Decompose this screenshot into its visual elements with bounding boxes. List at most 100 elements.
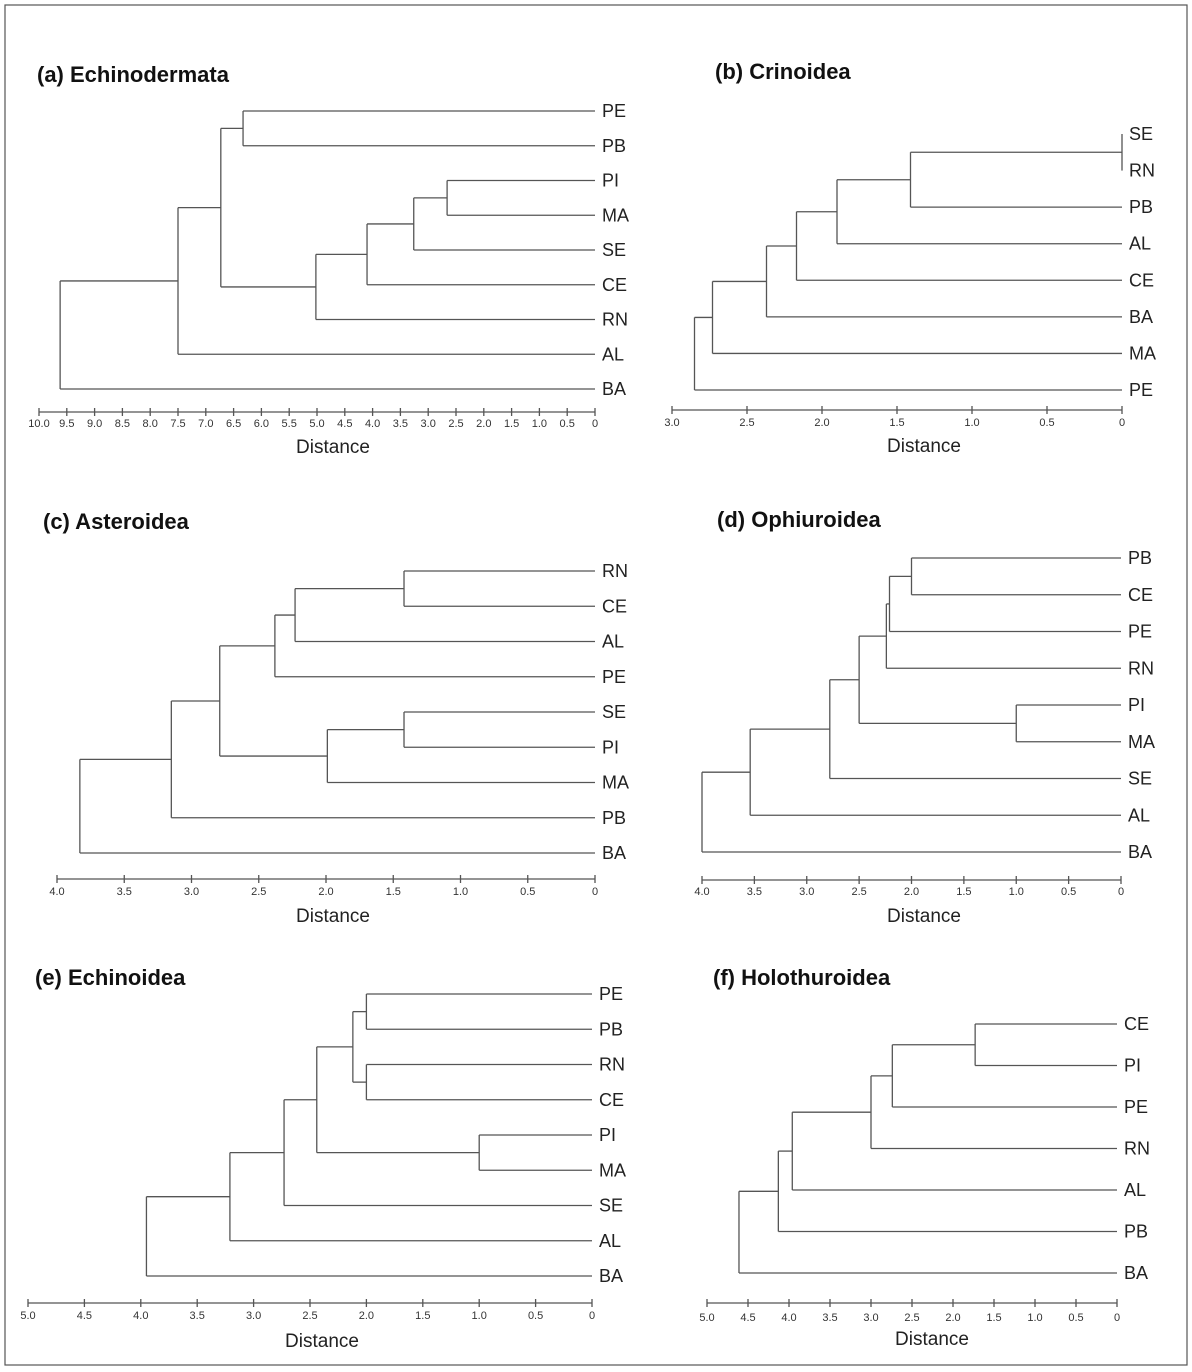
x-tick-label: 2.5	[251, 886, 266, 898]
x-tick-label: 9.0	[87, 418, 102, 430]
leaf-label: AL	[602, 632, 624, 652]
leaf-label: CE	[602, 275, 627, 295]
leaf-label: PB	[1128, 548, 1152, 568]
panel-title: (e) Echinoidea	[35, 965, 186, 990]
x-tick-label: 3.0	[799, 886, 814, 898]
panel-title: (a) Echinodermata	[37, 62, 230, 87]
x-tick-label: 2.5	[448, 418, 463, 430]
x-tick-label: 4.0	[133, 1310, 148, 1322]
x-tick-label: 4.0	[365, 418, 380, 430]
x-tick-label: 0.5	[560, 418, 575, 430]
leaf-label: PE	[599, 984, 623, 1004]
x-tick-label: 4.0	[694, 886, 709, 898]
leaf-label: CE	[602, 596, 627, 616]
x-axis-label: Distance	[887, 436, 961, 457]
x-tick-label: 3.5	[117, 886, 132, 898]
leaf-label: PE	[602, 101, 626, 121]
panel-title: (f) Holothuroidea	[713, 965, 891, 990]
x-tick-label: 1.5	[956, 886, 971, 898]
figure-frame	[4, 4, 1188, 1366]
x-tick-label: 0.5	[520, 886, 535, 898]
leaf-label: CE	[599, 1090, 624, 1110]
leaf-label: PB	[1129, 197, 1153, 217]
dendrogram-panel-a: (a) Echinodermata PE PB PI MA SE CE RN AL BA 10.0 9…	[28, 62, 629, 458]
dendrogram-panel-d: (d) Ophiuroidea PB CE PE RN PI MA SE AL BA 4.0 3.5 3…	[694, 507, 1155, 927]
x-tick-label: 0.5	[528, 1310, 543, 1322]
x-tick-label: 2.0	[814, 417, 829, 429]
dendrogram-panel-e: (e) Echinoidea PE PB RN CE PI MA SE AL BA 5.0 4.5 4.…	[20, 965, 626, 1352]
x-tick-label: 7.5	[170, 418, 185, 430]
leaf-label: PB	[599, 1019, 623, 1039]
x-tick-label: 4.0	[781, 1312, 796, 1324]
leaf-label: AL	[1129, 234, 1151, 254]
leaf-label: MA	[1129, 343, 1156, 363]
leaf-label: MA	[1128, 732, 1155, 752]
x-tick-label: 3.0	[664, 417, 679, 429]
dendrogram-panel-b: (b) Crinoidea SE RN PB AL CE BA MA PE 3.0 2.5 2.0 1.…	[664, 59, 1156, 457]
x-tick-label: 5.0	[699, 1312, 714, 1324]
leaf-label: BA	[602, 379, 626, 399]
x-tick-label: 4.0	[49, 886, 64, 898]
leaf-label: SE	[1129, 124, 1153, 144]
leaf-label: RN	[1124, 1139, 1150, 1159]
leaf-label: PB	[1124, 1222, 1148, 1242]
x-tick-label: 3.5	[747, 886, 762, 898]
x-tick-label: 1.0	[1009, 886, 1024, 898]
x-tick-label: 1.0	[532, 418, 547, 430]
x-tick-label: 2.0	[318, 886, 333, 898]
x-tick-label: 4.5	[77, 1310, 92, 1322]
x-tick-label: 3.5	[393, 418, 408, 430]
x-tick-label: 0	[592, 418, 598, 430]
x-tick-label: 7.0	[198, 418, 213, 430]
x-tick-label: 2.5	[739, 417, 754, 429]
leaf-label: PB	[602, 808, 626, 828]
x-tick-label: 8.0	[143, 418, 158, 430]
leaf-label: BA	[1128, 842, 1152, 862]
x-tick-label: 3.0	[184, 886, 199, 898]
x-tick-label: 0.5	[1068, 1312, 1083, 1324]
leaf-label: PE	[1124, 1097, 1148, 1117]
leaf-label: MA	[602, 773, 629, 793]
x-tick-label: 2.5	[904, 1312, 919, 1324]
panel-title: (c) Asteroidea	[43, 509, 190, 534]
leaf-label: RN	[1128, 658, 1154, 678]
leaf-label: PB	[602, 136, 626, 156]
panel-title: (b) Crinoidea	[715, 59, 851, 84]
leaf-label: PE	[602, 667, 626, 687]
leaf-label: PI	[599, 1125, 616, 1145]
x-tick-label: 9.5	[59, 418, 74, 430]
x-tick-label: 5.5	[282, 418, 297, 430]
x-tick-label: 1.0	[1027, 1312, 1042, 1324]
x-tick-label: 1.0	[964, 417, 979, 429]
leaf-label: MA	[602, 205, 629, 225]
x-tick-label: 0	[592, 886, 598, 898]
x-tick-label: 3.0	[863, 1312, 878, 1324]
x-tick-label: 0	[1118, 886, 1124, 898]
x-tick-label: 1.5	[386, 886, 401, 898]
leaf-label: CE	[1128, 585, 1153, 605]
x-tick-label: 2.0	[359, 1310, 374, 1322]
leaf-label: PE	[1128, 622, 1152, 642]
leaf-label: PI	[1128, 695, 1145, 715]
leaf-label: SE	[602, 240, 626, 260]
x-tick-label: 0.5	[1039, 417, 1054, 429]
x-tick-label: 2.0	[476, 418, 491, 430]
x-tick-label: 0	[1119, 417, 1125, 429]
dendrogram-panel-f: (f) Holothuroidea CE PI PE RN AL PB BA 5.0 4.5 4.0…	[699, 965, 1150, 1350]
leaf-label: AL	[1128, 805, 1150, 825]
leaf-label: CE	[1129, 270, 1154, 290]
panel-title: (d) Ophiuroidea	[717, 507, 882, 532]
x-tick-label: 3.0	[246, 1310, 261, 1322]
leaf-label: AL	[1124, 1180, 1146, 1200]
x-tick-label: 3.0	[421, 418, 436, 430]
x-axis-label: Distance	[285, 1331, 359, 1352]
x-tick-label: 1.0	[453, 886, 468, 898]
leaf-label: BA	[602, 843, 626, 863]
x-tick-label: 4.5	[337, 418, 352, 430]
x-tick-label: 1.5	[504, 418, 519, 430]
dendrogram-panel-c: (c) Asteroidea RN CE AL PE SE PI MA PB BA 4.0 3.5 3.…	[43, 509, 629, 927]
x-tick-label: 2.5	[851, 886, 866, 898]
x-tick-label: 10.0	[28, 418, 49, 430]
leaf-label: PI	[602, 171, 619, 191]
leaf-label: BA	[1124, 1263, 1148, 1283]
